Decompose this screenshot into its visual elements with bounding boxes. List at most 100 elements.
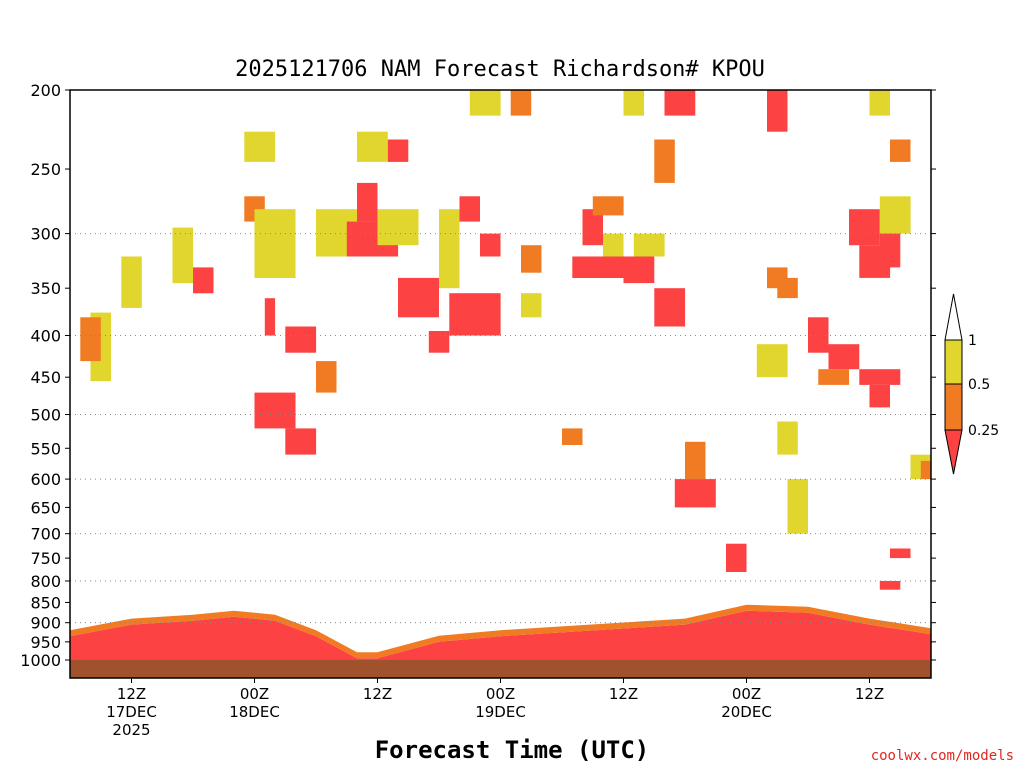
heatmap-cell-yellow [869, 90, 890, 116]
y-tick-label: 950 [30, 633, 61, 652]
y-tick-label: 850 [30, 593, 61, 612]
legend-arrow-bottom [944, 429, 963, 475]
credit-text: coolwx.com/models [871, 748, 1014, 764]
y-tick-label: 750 [30, 549, 61, 568]
legend-label-1: 1 [968, 333, 977, 349]
heatmap-cells [80, 90, 932, 590]
y-tick-label: 200 [30, 81, 61, 100]
legend-swatch-orange [944, 383, 963, 431]
heatmap-cell-red [623, 256, 655, 284]
heatmap-cell-yellow [439, 209, 460, 289]
heatmap-cell-red [726, 543, 747, 572]
y-tick-label: 650 [30, 498, 61, 517]
heatmap-cell-orange [562, 428, 583, 445]
heatmap-cell-yellow [377, 209, 419, 246]
x-axis-label: Forecast Time (UTC) [375, 736, 650, 764]
x-tick-label: 2025 [112, 721, 150, 739]
heatmap-cell-red [398, 277, 439, 318]
legend: 1 0.5 0.25 [944, 293, 999, 475]
heatmap-cell-yellow [603, 233, 624, 257]
heatmap-cell-red [264, 298, 276, 336]
x-tick-label: 19DEC [475, 703, 526, 721]
heatmap-cell-yellow [357, 131, 388, 162]
heatmap-cell-yellow [521, 293, 542, 318]
heatmap-cell-red [890, 548, 911, 559]
heatmap-cell-orange [777, 277, 798, 299]
heatmap-cell-red [767, 90, 788, 132]
heatmap-cell-red [449, 293, 501, 336]
y-tick-label: 900 [30, 614, 61, 633]
heatmap-cell-orange [654, 139, 675, 183]
heatmap-cell-red [849, 209, 880, 246]
heatmap-cell-red [480, 233, 501, 257]
boundary-layer [70, 604, 931, 678]
legend-swatch-yellow [944, 339, 963, 385]
gridlines [70, 233, 931, 624]
heatmap-cell-red [879, 581, 901, 590]
y-tick-label: 500 [30, 406, 61, 425]
heatmap-cell-red [572, 256, 624, 278]
heatmap-cell-orange [80, 317, 101, 362]
heatmap-cell-red [459, 196, 480, 222]
x-tick-label: 17DEC [106, 703, 157, 721]
heatmap-cell-red [859, 369, 901, 385]
heatmap-cell-orange [521, 245, 542, 273]
heatmap-cell-yellow [633, 233, 665, 257]
x-tick-label: 00Z [732, 685, 761, 703]
legend-label-0.25: 0.25 [968, 423, 999, 439]
ground-band [70, 660, 931, 678]
boundary-layer-fringe [70, 604, 931, 659]
x-tick-label: 12Z [609, 685, 638, 703]
heatmap-cell-orange [818, 369, 850, 385]
y-tick-label: 800 [30, 572, 61, 591]
heatmap-cell-red [808, 317, 829, 353]
heatmap-cell-red [828, 344, 860, 370]
y-tick-label: 700 [30, 525, 61, 544]
y-tick-label: 450 [30, 368, 61, 387]
heatmap-cell-yellow [623, 90, 644, 116]
y-axis: 200 250 300 350 400 450 500 550 600 650 700 750 800 8… [20, 81, 936, 670]
heatmap-cell-red [285, 326, 317, 353]
y-tick-label: 400 [30, 326, 61, 345]
heatmap-cell-red [193, 267, 214, 294]
heatmap-cell-orange [685, 441, 706, 480]
y-tick-label: 250 [30, 160, 61, 179]
heatmap-cell-yellow [469, 90, 501, 116]
heatmap-cell-yellow [172, 227, 193, 284]
heatmap-cell-red [674, 479, 716, 508]
heatmap-cell-yellow [244, 131, 276, 162]
heatmap-cell-yellow [787, 479, 808, 534]
x-tick-label: 12Z [855, 685, 884, 703]
x-tick-label: 12Z [117, 685, 146, 703]
legend-label-0.5: 0.5 [968, 377, 990, 393]
x-tick-label: 00Z [240, 685, 269, 703]
heatmap-cell-yellow [777, 421, 798, 455]
heatmap-cell-red [879, 233, 901, 268]
heatmap-cell-orange [890, 139, 911, 162]
heatmap-cell-yellow [879, 196, 911, 234]
heatmap-cell-orange [920, 460, 932, 480]
heatmap-cell-orange [316, 361, 337, 393]
x-tick-label: 20DEC [721, 703, 772, 721]
heatmap-cell-red [654, 288, 686, 327]
heatmap-cell-red [869, 385, 890, 408]
heatmap-cell-orange [510, 90, 532, 116]
chart-title: 2025121706 NAM Forecast Richardson# KPOU [235, 57, 765, 82]
heatmap-cell-red [357, 182, 378, 222]
legend-arrow-top [944, 293, 963, 341]
heatmap-cell-red [254, 392, 296, 429]
heatmap-cell-red [582, 209, 603, 246]
heatmap-cell-red [387, 139, 409, 162]
y-tick-label: 350 [30, 279, 61, 298]
heatmap-cell-yellow [756, 344, 788, 378]
x-tick-label: 12Z [363, 685, 392, 703]
x-tick-label: 00Z [486, 685, 515, 703]
y-tick-label: 300 [30, 225, 61, 244]
x-tick-label: 18DEC [229, 703, 280, 721]
y-tick-label: 600 [30, 470, 61, 489]
y-tick-label: 550 [30, 439, 61, 458]
heatmap-cell-orange [592, 196, 624, 216]
heatmap-cell-red [664, 90, 696, 116]
